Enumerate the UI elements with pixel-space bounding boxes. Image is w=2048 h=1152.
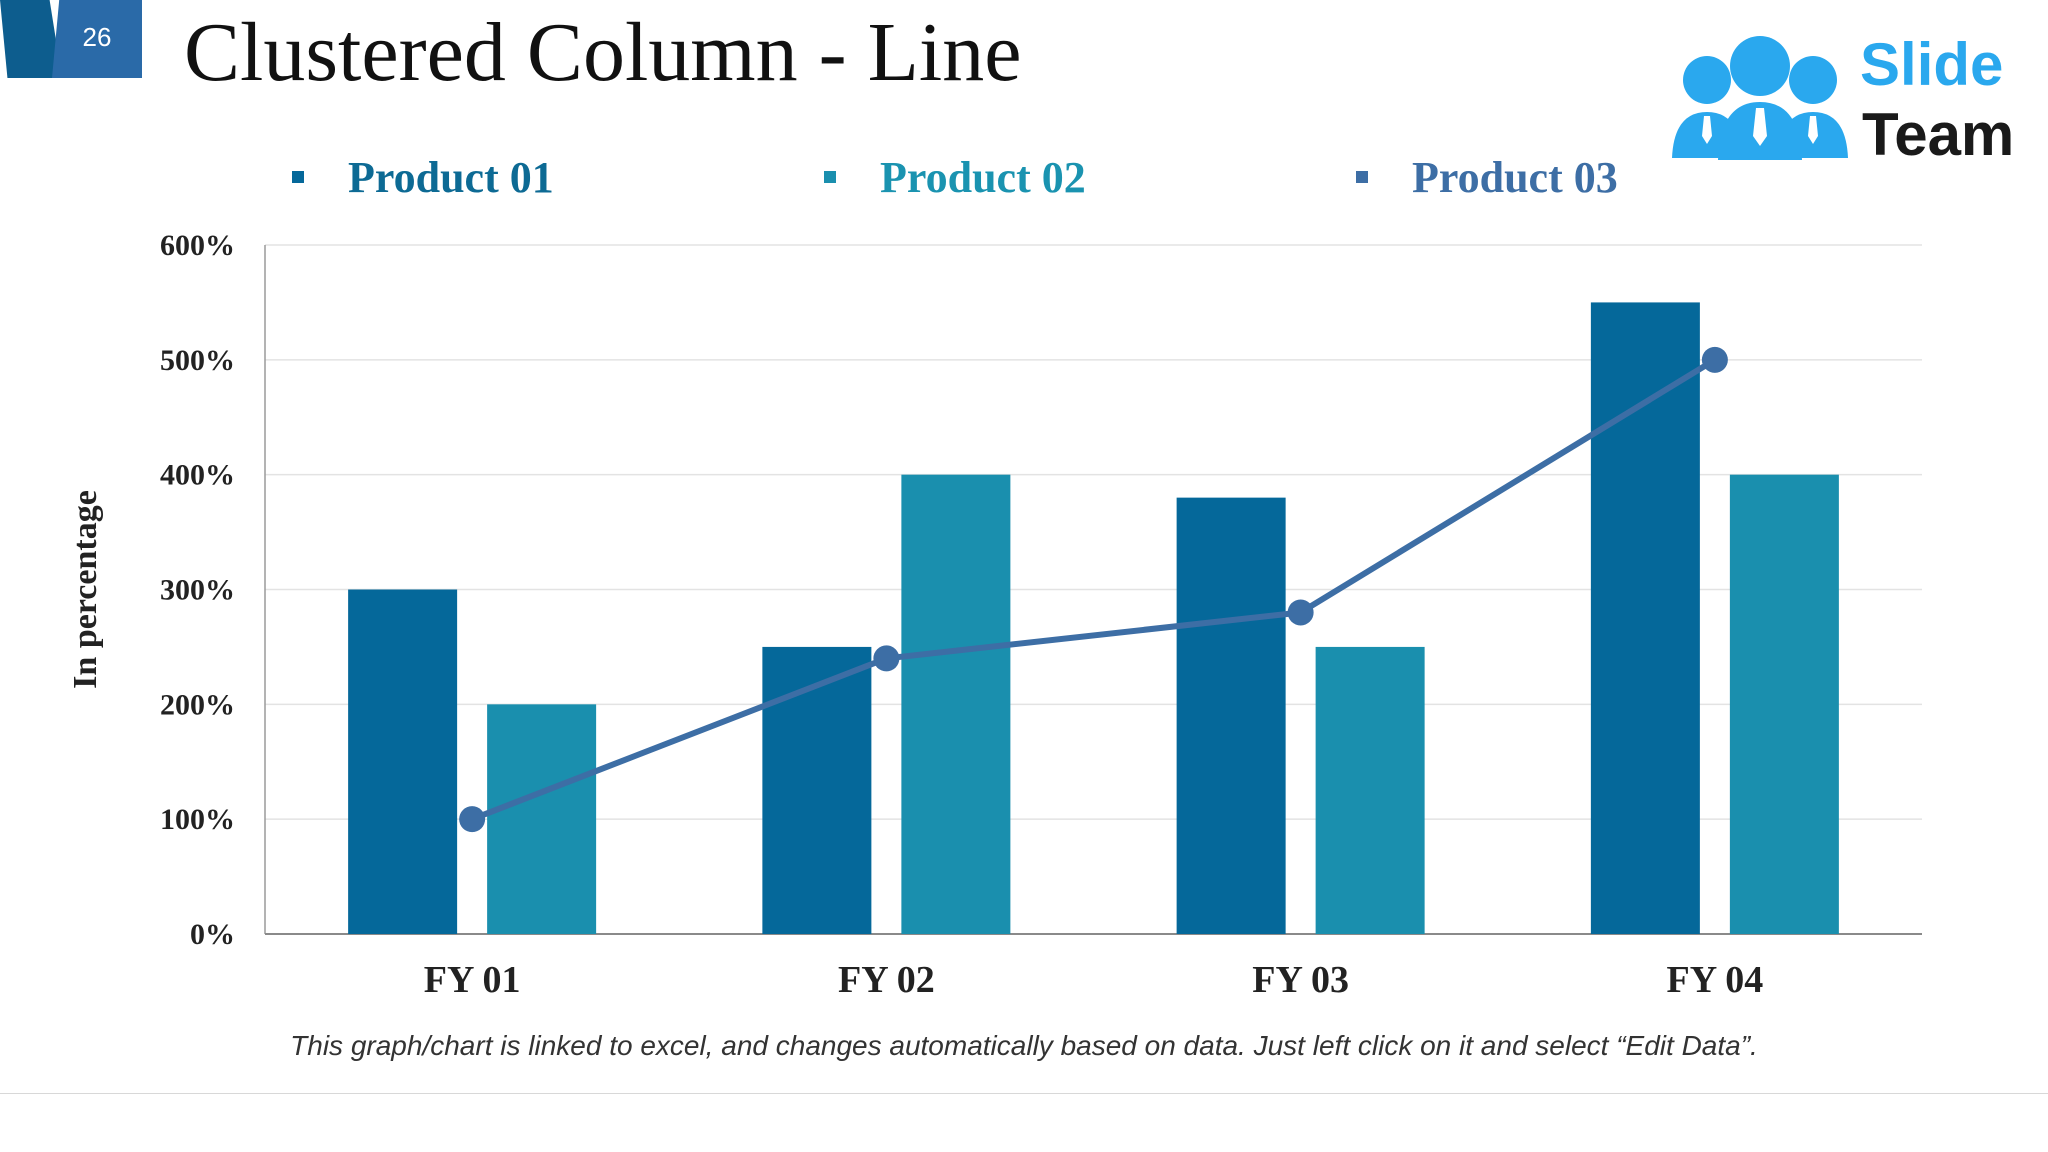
slide-number-tab: [52, 0, 142, 78]
legend-marker: [292, 171, 304, 183]
y-tick-label: 600%: [160, 229, 235, 262]
slideteam-logo-icon: [1672, 36, 1848, 160]
y-tick-label: 100%: [160, 803, 235, 836]
line-point-product-03-fy-02: [873, 645, 900, 672]
legend-label: Product 03: [1412, 153, 1618, 202]
bar-product-02-fy-04: [1729, 474, 1839, 934]
slide-number: 26: [82, 22, 112, 52]
y-tick-label: 300%: [160, 574, 235, 607]
bar-product-01-fy-01: [348, 589, 458, 934]
y-tick-label: 500%: [160, 344, 235, 377]
line-point-product-03-fy-04: [1701, 346, 1728, 373]
bar-product-02-fy-01: [487, 704, 597, 934]
line-point-product-03-fy-01: [459, 806, 486, 833]
page-title: Clustered Column - Line: [184, 6, 1022, 99]
legend-label: Product 01: [348, 153, 554, 202]
bar-product-02-fy-03: [1315, 646, 1425, 934]
logo-text-slide: Slide: [1860, 31, 2004, 98]
bar-product-01-fy-03: [1176, 497, 1286, 934]
line-product-03: [471, 357, 1717, 822]
legend-label: Product 02: [880, 153, 1086, 202]
bar-product-01-fy-02: [762, 646, 872, 934]
y-tick-label: 0%: [190, 918, 235, 951]
legend-marker: [1356, 171, 1368, 183]
y-tick-label: 400%: [160, 459, 235, 492]
x-tick-label: FY 02: [838, 959, 935, 1001]
bar-product-02-fy-02: [901, 474, 1011, 934]
x-tick-label: FY 04: [1667, 959, 1764, 1001]
footnote: This graph/chart is linked to excel, and…: [290, 1030, 1758, 1061]
x-tick-label: FY 03: [1252, 959, 1349, 1001]
logo-text-team: Team: [1862, 101, 2015, 168]
line-point-product-03-fy-03: [1287, 599, 1314, 626]
legend-marker: [824, 171, 836, 183]
x-tick-label: FY 01: [424, 959, 521, 1001]
y-axis-title: In percentage: [67, 490, 104, 689]
bar-product-01-fy-04: [1590, 302, 1700, 935]
y-tick-label: 200%: [160, 688, 235, 721]
bottom-divider: [0, 1093, 2048, 1094]
